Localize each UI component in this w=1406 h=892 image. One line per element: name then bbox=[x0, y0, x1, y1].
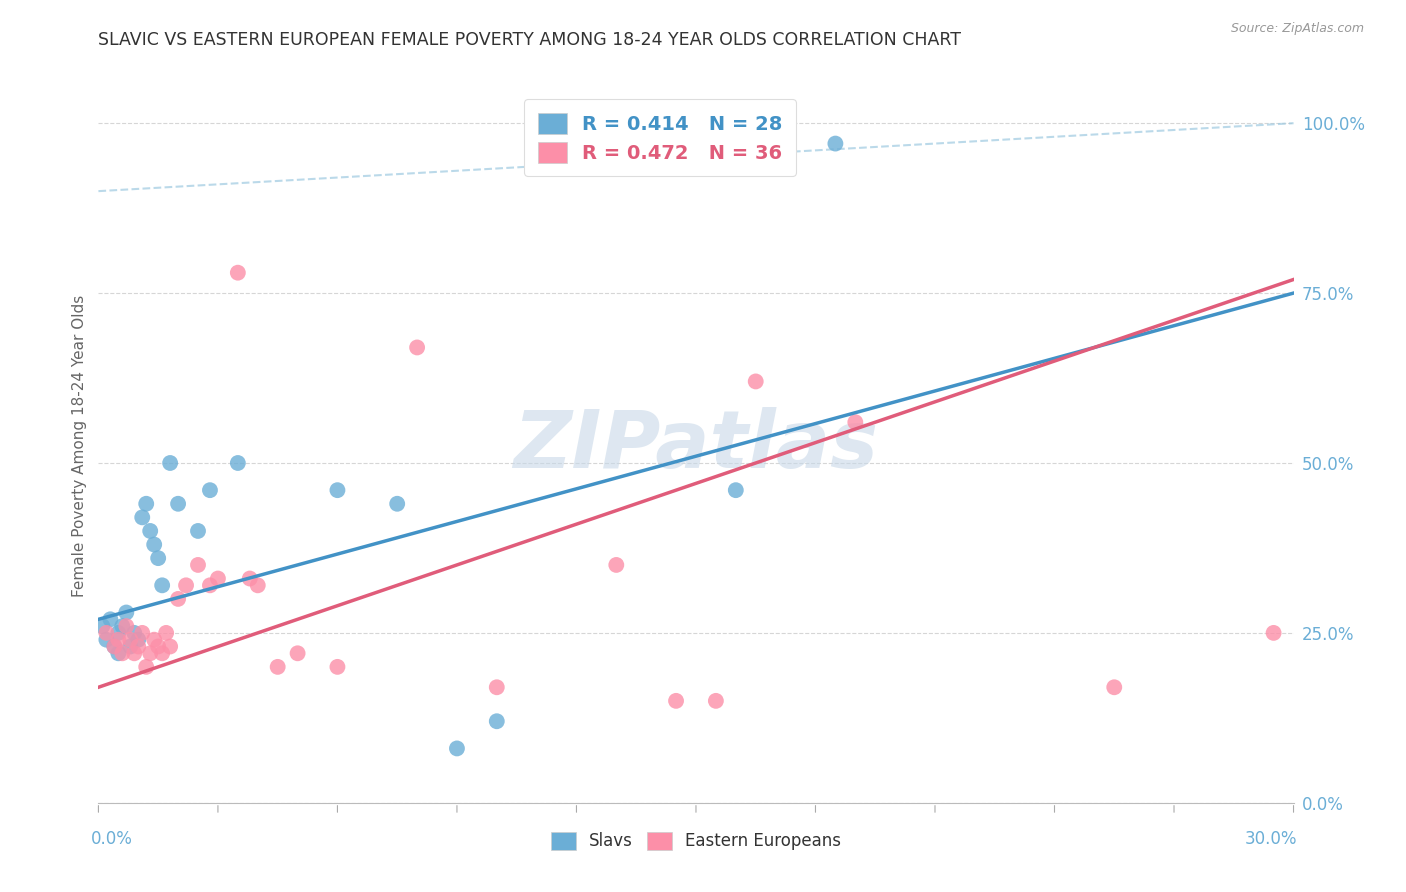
Text: Source: ZipAtlas.com: Source: ZipAtlas.com bbox=[1230, 22, 1364, 36]
Point bbox=[111, 619, 134, 633]
Point bbox=[174, 578, 197, 592]
Point bbox=[131, 626, 153, 640]
Point bbox=[135, 497, 157, 511]
Point bbox=[103, 640, 125, 654]
Point bbox=[385, 497, 409, 511]
Point bbox=[139, 524, 162, 538]
Point bbox=[155, 626, 177, 640]
Point bbox=[115, 606, 138, 620]
Point bbox=[150, 578, 173, 592]
Point bbox=[96, 632, 118, 647]
Point bbox=[446, 741, 468, 756]
Point bbox=[124, 646, 146, 660]
Point bbox=[107, 632, 129, 647]
Point bbox=[745, 375, 768, 389]
Point bbox=[326, 483, 349, 498]
Point bbox=[187, 524, 209, 538]
Point bbox=[287, 646, 309, 660]
Point bbox=[167, 591, 190, 606]
Point bbox=[111, 646, 134, 660]
Point bbox=[198, 578, 221, 592]
Point bbox=[485, 680, 508, 694]
Point bbox=[115, 619, 138, 633]
Point bbox=[1104, 680, 1126, 694]
Point bbox=[159, 640, 181, 654]
Point bbox=[159, 456, 181, 470]
Point bbox=[824, 136, 846, 151]
Legend: Slavs, Eastern Europeans: Slavs, Eastern Europeans bbox=[543, 823, 849, 859]
Point bbox=[605, 558, 627, 572]
Point bbox=[150, 646, 173, 660]
Point bbox=[139, 646, 162, 660]
Point bbox=[135, 660, 157, 674]
Point bbox=[127, 632, 149, 647]
Point bbox=[239, 572, 262, 586]
Point bbox=[131, 510, 153, 524]
Point bbox=[844, 415, 866, 429]
Point bbox=[326, 660, 349, 674]
Point bbox=[665, 694, 688, 708]
Text: 0.0%: 0.0% bbox=[90, 830, 132, 848]
Point bbox=[124, 626, 146, 640]
Point bbox=[107, 646, 129, 660]
Y-axis label: Female Poverty Among 18-24 Year Olds: Female Poverty Among 18-24 Year Olds bbox=[72, 295, 87, 597]
Point bbox=[704, 694, 727, 708]
Text: 30.0%: 30.0% bbox=[1244, 830, 1298, 848]
Text: SLAVIC VS EASTERN EUROPEAN FEMALE POVERTY AMONG 18-24 YEAR OLDS CORRELATION CHAR: SLAVIC VS EASTERN EUROPEAN FEMALE POVERT… bbox=[98, 31, 962, 49]
Point bbox=[267, 660, 290, 674]
Point bbox=[226, 266, 249, 280]
Point bbox=[406, 341, 429, 355]
Point bbox=[485, 714, 508, 729]
Point bbox=[107, 626, 129, 640]
Point bbox=[98, 612, 122, 626]
Point bbox=[246, 578, 269, 592]
Point bbox=[167, 497, 190, 511]
Point bbox=[187, 558, 209, 572]
Point bbox=[148, 640, 170, 654]
Point bbox=[148, 551, 170, 566]
Point bbox=[120, 632, 142, 647]
Point bbox=[143, 632, 166, 647]
Point bbox=[1263, 626, 1285, 640]
Point bbox=[207, 572, 229, 586]
Point bbox=[226, 456, 249, 470]
Point bbox=[143, 537, 166, 551]
Point bbox=[120, 640, 142, 654]
Point bbox=[96, 626, 118, 640]
Point bbox=[198, 483, 221, 498]
Point bbox=[127, 640, 149, 654]
Text: ZIPatlas: ZIPatlas bbox=[513, 407, 879, 485]
Point bbox=[103, 640, 125, 654]
Point bbox=[91, 619, 114, 633]
Point bbox=[724, 483, 747, 498]
